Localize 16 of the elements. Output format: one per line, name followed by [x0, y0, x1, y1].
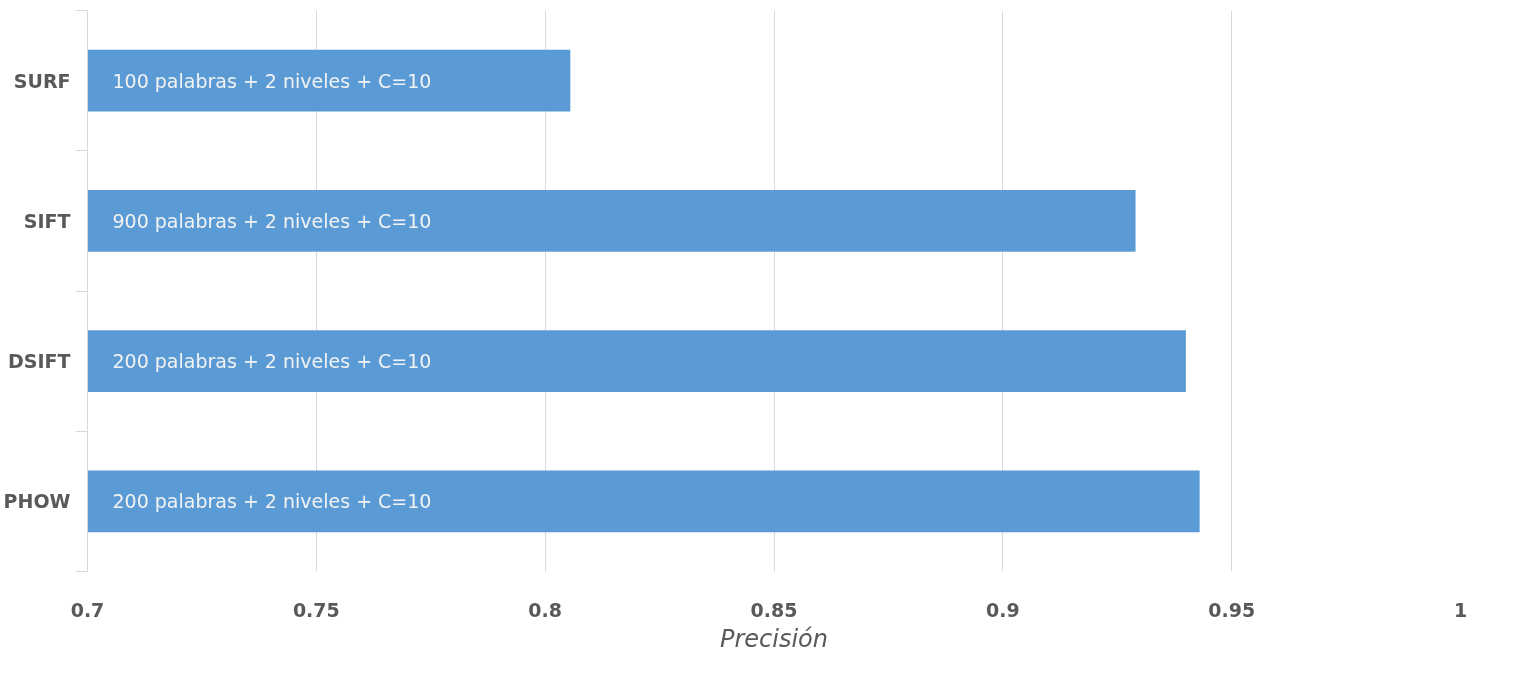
- y-tick-label: SIFT: [23, 209, 71, 232]
- x-tick-label: 0.95: [1208, 598, 1256, 621]
- y-tick-label: PHOW: [3, 490, 71, 513]
- x-tick-label: 0.85: [750, 598, 798, 621]
- x-tick-label: 0.8: [528, 598, 563, 621]
- x-tick-label: 1: [1453, 598, 1468, 621]
- x-tick-label: 0.7: [70, 598, 105, 621]
- x-axis-title: Precisión: [719, 624, 829, 653]
- y-tick-label: DSIFT: [8, 350, 71, 373]
- x-tick-label: 0.75: [292, 598, 340, 621]
- x-tick-label: 0.9: [986, 598, 1020, 621]
- annotation: 200 palabras + 2 niveles + C=10: [112, 350, 432, 373]
- annotation: 200 palabras + 2 niveles + C=10: [112, 490, 432, 513]
- annotation: 100 palabras + 2 niveles + C=10: [112, 69, 432, 92]
- annotation: 900 palabras + 2 niveles + C=10: [112, 209, 432, 232]
- y-tick-label: SURF: [13, 69, 71, 92]
